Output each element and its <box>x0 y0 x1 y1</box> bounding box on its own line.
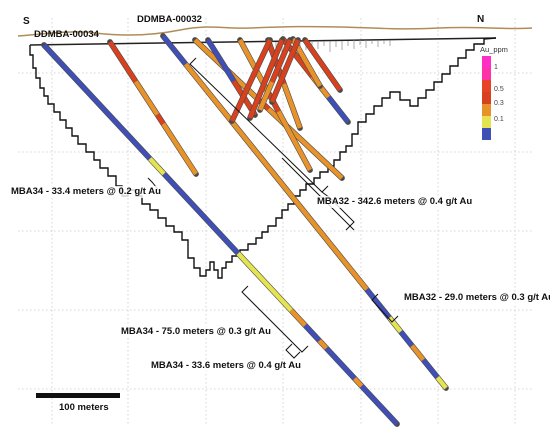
assay-interval-segment <box>269 39 293 83</box>
assay-interval-segment <box>365 288 392 320</box>
south-label: S <box>23 16 30 27</box>
assay-interval-segment <box>303 38 342 92</box>
assay-interval-segment <box>257 81 275 111</box>
assay-interval-segment <box>229 39 273 122</box>
assay-interval-segment <box>206 38 236 83</box>
legend-swatch <box>482 92 491 104</box>
assay-interval-segment <box>269 39 301 103</box>
assay-interval-segment <box>324 346 357 381</box>
interval-label: MBA34 - 33.6 meters @ 0.4 g/t Au <box>150 360 302 372</box>
drill-hole-back-c <box>257 37 293 113</box>
assay-interval-segment <box>289 308 307 327</box>
assay-interval-segment <box>236 251 293 312</box>
legend-value: 0.1 <box>494 116 504 123</box>
interval-label: MBA32 - 342.6 meters @ 0.4 g/t Au <box>316 196 474 208</box>
legend-value: 0.5 <box>494 86 504 93</box>
legend-value: 0.3 <box>494 100 504 107</box>
legend-title: Au_ppm <box>480 45 508 54</box>
legend-swatch <box>482 80 491 92</box>
drill-holes-layer <box>41 33 449 427</box>
assay-interval-segment <box>42 43 152 161</box>
assay-interval-segment <box>276 110 312 172</box>
legend-swatch <box>482 56 491 68</box>
assay-interval-segment <box>303 323 321 343</box>
assay-interval-segment <box>247 39 285 119</box>
drill-hole-back-b <box>247 37 285 121</box>
drill-hole-mba34 <box>41 42 400 427</box>
interval-label: MBA32 - 29.0 meters @ 0.3 g/t Au <box>403 292 550 304</box>
drill-hole-mba32 <box>160 33 449 391</box>
assay-interval-segment <box>317 339 329 350</box>
assay-interval-segment <box>281 83 303 129</box>
interval-label: MBA34 - 33.4 meters @ 0.2 g/t Au <box>10 186 162 198</box>
drill-hole-back-d <box>269 37 301 105</box>
assay-interval-segment <box>435 376 448 390</box>
hole-id-label: DDMBA-00034 <box>34 29 99 40</box>
scale-bar <box>36 393 120 398</box>
interval-label: MBA34 - 75.0 meters @ 0.3 g/t Au <box>120 326 272 338</box>
drill-hole-short-a <box>107 39 199 177</box>
legend-value: 1 <box>494 64 498 71</box>
assay-interval-segment <box>326 95 350 124</box>
assay-interval-segment <box>108 40 138 83</box>
assay-interval-segment <box>352 376 364 388</box>
legend-swatch <box>482 104 491 116</box>
north-label: N <box>477 14 485 25</box>
assay-interval-segment <box>155 113 166 126</box>
assay-interval-segment <box>421 358 440 379</box>
assay-interval-segment <box>133 80 160 116</box>
drill-hole-back-a <box>229 37 273 124</box>
assay-interval-segment <box>410 344 426 362</box>
topography-line <box>17 25 533 37</box>
assay-interval-segment <box>162 172 240 255</box>
mineralized-zone-outline <box>29 37 497 279</box>
assay-interval-segment <box>161 34 188 66</box>
legend-swatch <box>482 128 491 140</box>
assay-interval-segment <box>183 62 369 291</box>
legend-swatch <box>482 68 491 80</box>
assay-interval-segment <box>360 384 399 426</box>
assay-interval-segment <box>398 330 414 348</box>
drill-hole-steep-d <box>302 37 343 93</box>
scale-bar-label: 100 meters <box>59 402 109 413</box>
assay-interval-segment <box>148 157 166 176</box>
surface-line <box>29 37 497 46</box>
interval-brackets <box>147 57 399 359</box>
hole-id-label: DDMBA-00032 <box>137 14 202 25</box>
assay-interval-segment <box>387 316 403 334</box>
assay-interval-segment <box>161 122 198 176</box>
legend-swatch <box>482 116 491 128</box>
